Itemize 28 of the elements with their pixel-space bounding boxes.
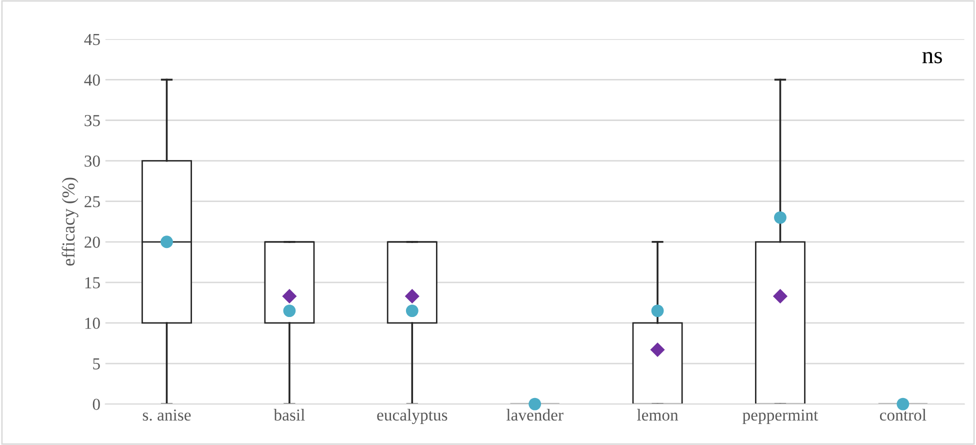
y-axis-title: efficacy (%) xyxy=(62,178,78,266)
y-tick-label: 0 xyxy=(92,398,100,410)
x-tick-label: lavender xyxy=(506,408,564,421)
point xyxy=(774,211,786,224)
annotation: ns xyxy=(922,52,942,64)
y-tick-label: 20 xyxy=(84,236,100,248)
point xyxy=(404,288,420,304)
y-tick-label: 25 xyxy=(84,196,100,208)
y-tick-label: 30 xyxy=(84,155,100,167)
x-tick-label: peppermint xyxy=(742,409,818,424)
y-tick-label: 10 xyxy=(85,318,100,329)
y-tick-label: 5 xyxy=(93,358,100,370)
point xyxy=(160,236,173,248)
y-tick-label: 45 xyxy=(84,34,100,46)
point xyxy=(651,304,664,318)
y-tick-label: 35 xyxy=(84,114,100,126)
x-tick-label: eucalyptus xyxy=(377,408,448,424)
x-tick-label: lemon xyxy=(637,408,678,421)
x-tick-label: basil xyxy=(274,408,305,421)
y-tick-label: 15 xyxy=(85,277,100,288)
point xyxy=(283,304,296,318)
point xyxy=(772,288,788,304)
y-tick-label: 40 xyxy=(84,74,100,86)
x-tick-label: s. anise xyxy=(142,409,191,421)
point xyxy=(650,342,665,358)
x-tick-label: control xyxy=(880,408,926,421)
point xyxy=(406,304,418,318)
point xyxy=(282,288,297,304)
